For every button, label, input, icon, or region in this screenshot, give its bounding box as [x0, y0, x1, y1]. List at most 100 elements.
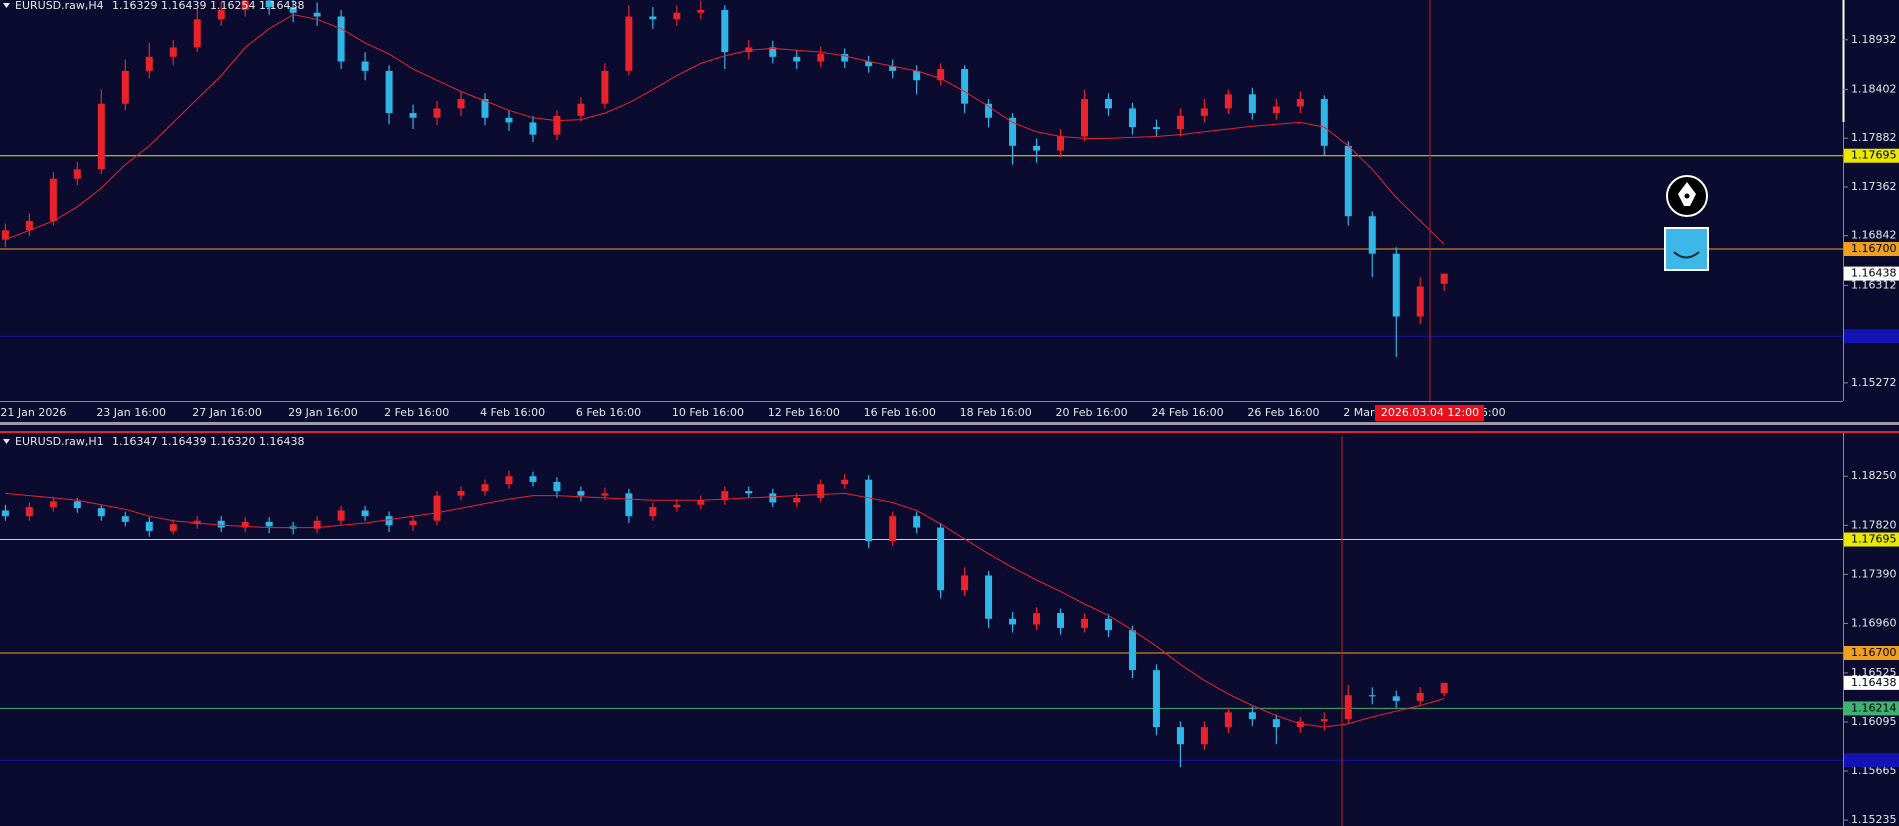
candle-body	[1320, 719, 1328, 722]
chart-ohlc: 1.16329 1.16439 1.16254 1.16438	[112, 0, 304, 12]
candle-body	[1368, 695, 1376, 697]
candle-body	[529, 476, 537, 482]
y-tick-label: 1.17820	[1851, 518, 1897, 531]
candle-body	[985, 103, 993, 118]
candle-body	[1416, 692, 1424, 701]
candle-body	[625, 493, 633, 517]
candle-body	[1392, 253, 1400, 317]
candle-body	[1176, 115, 1184, 130]
candle-body	[169, 47, 177, 57]
candle-body	[1416, 286, 1424, 317]
x-tick-label: 27 Jan 16:00	[192, 406, 262, 419]
candle-body	[841, 479, 849, 485]
candle-body	[409, 520, 417, 526]
candle-body	[1272, 719, 1280, 728]
candle-body	[457, 491, 465, 496]
price-level-label: 1.17695	[1851, 533, 1897, 546]
chart-ohlc: 1.16347 1.16439 1.16320 1.16438	[112, 435, 304, 448]
price-level-label: 1.16438	[1851, 267, 1897, 280]
candle-body	[49, 501, 57, 508]
candle-body	[649, 507, 657, 517]
candle-body	[361, 510, 369, 517]
candle-body	[1104, 99, 1112, 109]
drawing-tool-icons[interactable]	[1664, 175, 1709, 271]
price-level-tag	[1844, 646, 1899, 661]
price-level-label: 1.16438	[1851, 676, 1897, 689]
y-tick-label: 1.15235	[1851, 813, 1897, 826]
candle-body	[1344, 695, 1352, 720]
candle-body	[577, 491, 585, 496]
candle-body	[1009, 117, 1017, 146]
candle-body	[1200, 108, 1208, 116]
candle-body	[385, 70, 393, 114]
x-tick-label: 10 Feb 16:00	[672, 406, 744, 419]
candle-body	[1128, 108, 1136, 128]
candle-body	[1440, 682, 1448, 694]
candle-body	[985, 575, 993, 619]
x-tick-label: 26 Feb 16:00	[1247, 406, 1319, 419]
candle-body	[313, 520, 321, 529]
candle-body	[1248, 712, 1256, 720]
candle-body	[145, 56, 153, 71]
candle-body	[1033, 613, 1041, 625]
price-level-label: 1.17695	[1851, 149, 1897, 162]
candle-body	[1296, 721, 1304, 728]
crosshair-time-label: 2026.03.04 12:00	[1381, 406, 1479, 419]
candle-body	[1296, 99, 1304, 107]
y-tick-label: 1.16525	[1851, 666, 1897, 679]
candle-body	[481, 99, 489, 118]
price-level-tag	[1844, 753, 1899, 768]
candle-body	[625, 16, 633, 71]
candle-body	[673, 504, 681, 508]
candle-body	[1272, 106, 1280, 114]
candle-body	[49, 178, 57, 221]
candle-body	[217, 9, 225, 20]
candle-body	[121, 516, 129, 522]
candle-body	[1057, 613, 1065, 628]
y-tick-label: 1.18932	[1851, 33, 1897, 46]
candle-body	[961, 575, 969, 591]
chart-title: EURUSD.raw,H4	[15, 0, 104, 12]
candle-body	[1200, 727, 1208, 745]
collapse-triangle	[3, 3, 10, 8]
price-level-tag	[1844, 329, 1899, 344]
candle-body	[1152, 127, 1160, 130]
x-tick-label: 21 Jan 2026	[0, 406, 66, 419]
candle-body	[1057, 136, 1065, 151]
price-level-tag	[1844, 701, 1899, 716]
candle-body	[865, 479, 873, 542]
candle-body	[1104, 618, 1112, 631]
candle-body	[409, 113, 417, 118]
candle-body	[529, 122, 537, 135]
moving-average	[5, 14, 1445, 245]
candle-body	[73, 169, 81, 179]
candle-body	[1033, 145, 1041, 151]
x-tick-label: 16 Feb 16:00	[864, 406, 936, 419]
y-tick-label: 1.17390	[1851, 567, 1897, 580]
y-tick-label: 1.15665	[1851, 764, 1897, 777]
candle-body	[265, 0, 273, 8]
candle-body	[889, 516, 897, 542]
candle-body	[457, 99, 465, 109]
candle-body	[1128, 630, 1136, 671]
smile	[1673, 251, 1700, 259]
candle-body	[1152, 670, 1160, 728]
smiley-tool-icon[interactable]	[1664, 227, 1709, 271]
candle-body	[145, 521, 153, 531]
candle-body	[505, 117, 513, 123]
price-level-tag	[1844, 266, 1899, 281]
candle-body	[937, 527, 945, 591]
candle-body	[553, 481, 561, 492]
candle-body	[817, 484, 825, 498]
candle-body	[1368, 216, 1376, 254]
candle-body	[769, 493, 777, 503]
x-tick-label: 6 Feb 16:00	[576, 406, 641, 419]
candle-body	[721, 491, 729, 501]
y-tick-label: 1.16095	[1851, 715, 1897, 728]
candle-body	[745, 47, 753, 53]
x-tick-label: 12 Feb 16:00	[768, 406, 840, 419]
candle-body	[1009, 618, 1017, 625]
y-tick-label: 1.18250	[1851, 469, 1897, 482]
